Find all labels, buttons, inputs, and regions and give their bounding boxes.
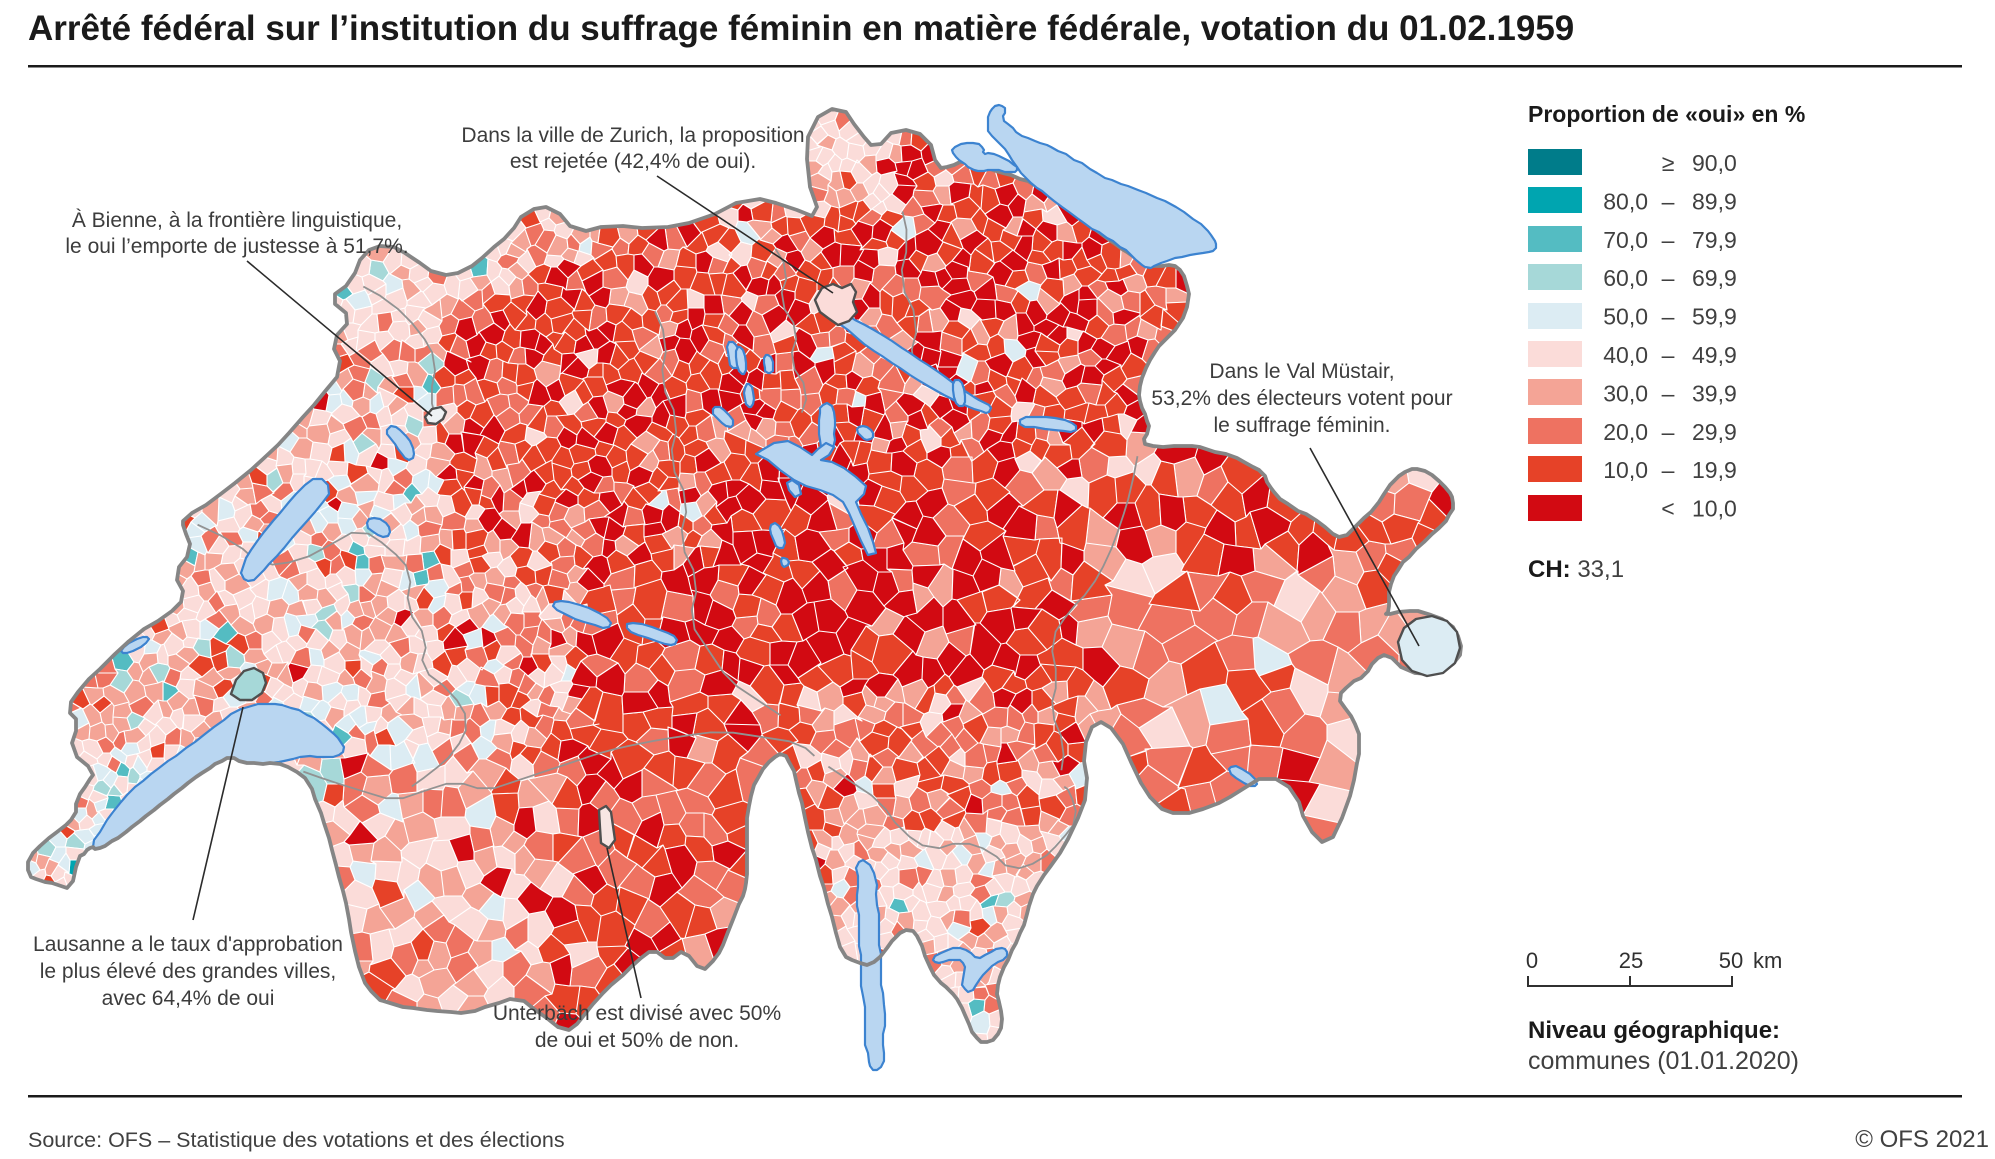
svg-text:est rejetée (42,4% de oui).: est rejetée (42,4% de oui). — [510, 150, 756, 173]
svg-text:avec 64,4% de oui: avec 64,4% de oui — [102, 987, 275, 1010]
svg-text:–: – — [1662, 419, 1675, 445]
svg-text:25: 25 — [1619, 948, 1643, 973]
svg-text:–: – — [1662, 188, 1675, 214]
svg-text:30,0: 30,0 — [1603, 380, 1648, 406]
svg-text:69,9: 69,9 — [1692, 265, 1737, 291]
svg-text:Unterbäch est divisé avec 50%: Unterbäch est divisé avec 50% — [493, 1002, 781, 1025]
svg-text:29,9: 29,9 — [1692, 419, 1737, 445]
svg-text:50,0: 50,0 — [1603, 304, 1648, 330]
svg-text:–: – — [1662, 380, 1675, 406]
svg-text:53,2% des électeurs votent pou: 53,2% des électeurs votent pour — [1151, 387, 1452, 410]
svg-text:km: km — [1753, 948, 1782, 973]
svg-text:59,9: 59,9 — [1692, 304, 1737, 330]
svg-text:–: – — [1662, 304, 1675, 330]
svg-text:–: – — [1662, 265, 1675, 291]
svg-text:le oui l’emporte de justesse à: le oui l’emporte de justesse à 51,7%. — [65, 235, 408, 258]
svg-text:Niveau géographique:: Niveau géographique: — [1528, 1017, 1780, 1044]
svg-text:39,9: 39,9 — [1692, 380, 1737, 406]
svg-text:20,0: 20,0 — [1603, 419, 1648, 445]
svg-text:70,0: 70,0 — [1603, 227, 1648, 253]
svg-text:communes (01.01.2020): communes (01.01.2020) — [1528, 1047, 1799, 1075]
svg-text:0: 0 — [1526, 948, 1538, 973]
svg-text:10,0: 10,0 — [1692, 496, 1737, 522]
svg-text:CH: 33,1: CH: 33,1 — [1528, 556, 1624, 583]
svg-text:19,9: 19,9 — [1692, 457, 1737, 483]
svg-text:40,0: 40,0 — [1603, 342, 1648, 368]
svg-text:Source: OFS – Statistique des: Source: OFS – Statistique des votations … — [28, 1128, 565, 1152]
svg-text:80,0: 80,0 — [1603, 188, 1648, 214]
svg-text:89,9: 89,9 — [1692, 188, 1737, 214]
svg-text:49,9: 49,9 — [1692, 342, 1737, 368]
svg-text:10,0: 10,0 — [1603, 457, 1648, 483]
svg-text:–: – — [1662, 342, 1675, 368]
svg-text:Arrêté fédéral sur l’instituti: Arrêté fédéral sur l’institution du suff… — [28, 9, 1574, 48]
svg-text:© OFS 2021: © OFS 2021 — [1855, 1126, 1989, 1153]
svg-text:Dans la ville de Zurich, la pr: Dans la ville de Zurich, la proposition — [461, 124, 804, 147]
svg-text:50: 50 — [1719, 948, 1743, 973]
svg-text:90,0: 90,0 — [1692, 150, 1737, 176]
svg-text:À Bienne, à la frontière lingu: À Bienne, à la frontière linguistique, — [72, 209, 402, 232]
svg-text:le suffrage féminin.: le suffrage féminin. — [1213, 414, 1390, 437]
svg-text:<: < — [1661, 496, 1674, 522]
svg-text:Lausanne a le taux d'approbati: Lausanne a le taux d'approbation — [33, 933, 343, 956]
svg-text:le plus élevé des grandes vill: le plus élevé des grandes villes, — [40, 960, 337, 983]
svg-text:–: – — [1662, 227, 1675, 253]
svg-text:79,9: 79,9 — [1692, 227, 1737, 253]
svg-text:≥: ≥ — [1662, 150, 1675, 176]
svg-text:Dans le Val Müstair,: Dans le Val Müstair, — [1209, 360, 1394, 383]
svg-text:Proportion de «oui» en %: Proportion de «oui» en % — [1528, 101, 1805, 127]
svg-text:–: – — [1662, 457, 1675, 483]
svg-text:60,0: 60,0 — [1603, 265, 1648, 291]
svg-text:de oui et 50% de non.: de oui et 50% de non. — [535, 1029, 739, 1052]
